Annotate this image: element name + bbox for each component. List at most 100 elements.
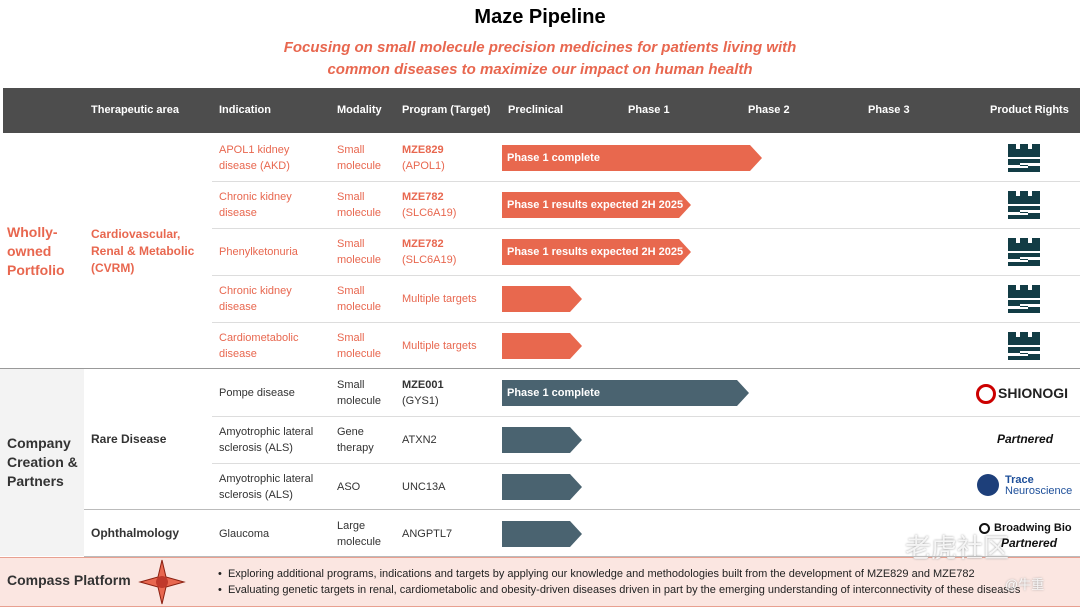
column-header: Phase 1 [628,104,670,116]
rights: Neuroscience [1005,485,1073,497]
program: ANGPTL7 [402,511,502,556]
compass-bullets: • Exploring additional programs, indicat… [218,566,1020,598]
target: (SLC6A19) [402,253,457,266]
group-divider [0,368,1080,369]
area-label: Rare Disease [91,432,167,446]
subtitle-line: common diseases to maximize our impact o… [327,61,753,78]
program-name: MZE829 [402,143,444,156]
stage-bar: Phase 1 results expected 2H 2025 [502,192,691,218]
stage-bar [502,521,582,547]
column-header: Modality [337,104,382,116]
subtitle-line: Focusing on small molecule precision med… [283,39,797,56]
logo [1008,285,1040,313]
watermark: 老虎社区 [905,533,1010,563]
target: (GYS1) [402,394,439,407]
program: Multiple targets [402,276,502,321]
rights: SHIONOGI [998,385,1069,401]
program-name: MZE001 [402,378,444,391]
divider [84,556,1080,557]
target: UNC13A [402,480,446,493]
bullet: • Evaluating genetic targets in renal, c… [218,584,1021,596]
modality: Small molecule [337,190,382,219]
bar-label: Phase 1 complete [507,152,600,164]
modality: Gene therapy [337,425,374,454]
modality: Small molecule [337,378,382,407]
program-name: MZE782 [402,190,444,203]
watermark: @牛重 [1005,577,1045,592]
row-line [212,228,1080,229]
indication: Phenylketonuria [219,245,298,258]
column-header: Preclinical [508,104,564,116]
compass-title: Compass Platform [7,572,131,588]
target: Multiple targets [402,339,477,352]
logo [1008,238,1040,266]
divider [84,509,1080,510]
indication: Chronic kidney disease [219,284,292,313]
area-label: Ophthalmology [91,526,179,540]
indication: Chronic kidney disease [219,190,292,219]
program: Multiple targets [402,323,502,368]
indication: Amyotrophic lateral sclerosis (ALS) [219,472,314,501]
target: (SLC6A19) [402,206,457,219]
modality: ASO [337,480,361,493]
target: (APOL1) [402,159,445,172]
program: ATXN2 [402,417,502,462]
indication: Pompe disease [219,386,295,399]
program: UNC13A [402,464,502,509]
column-header: Therapeutic area [91,104,180,116]
column-header: Product Rights [990,104,1069,116]
broadwing-icon [979,523,990,534]
compass-icon [138,559,186,605]
program: MZE001 (GYS1) [402,370,502,415]
maze-logo [1007,189,1041,221]
bullet-text: Exploring additional programs, indicatio… [227,568,975,580]
bullet: • Exploring additional programs, indicat… [218,568,975,580]
logo [1008,191,1040,219]
modality: Small molecule [337,284,382,313]
stage-bar: Phase 1 complete [502,380,749,406]
column-header: Indication [219,104,271,116]
indication: APOL1 kidney disease (AKD) [219,143,290,172]
column-header: Phase 3 [868,104,910,116]
indication: Amyotrophic lateral sclerosis (ALS) [219,425,314,454]
subtitle: Focusing on small molecule precision med… [0,37,1080,81]
stage-bar [502,333,582,359]
stage-bar [502,474,582,500]
maze-logo [1007,283,1041,315]
group-bg [0,369,84,556]
title: Maze Pipeline [474,6,606,28]
program: MZE782 (SLC6A19) [402,229,502,274]
modality: Small molecule [337,331,382,360]
row-line [212,322,1080,323]
program: MZE782 (SLC6A19) [402,182,502,227]
rights: Trace [1005,474,1034,486]
area-label: Cardiovascular, Renal & Metabolic (CVRM) [91,227,195,275]
bar-label: Phase 1 results expected 2H 2025 [507,199,684,211]
stage-bar: Phase 1 complete [502,145,762,171]
group-label: Company Creation & Partners [7,434,78,489]
row-line [212,275,1080,276]
modality: Small molecule [337,143,382,172]
maze-logo [1007,330,1041,362]
trace-icon [977,474,999,496]
maze-logo [1007,236,1041,268]
column-header: Program (Target) [402,104,491,116]
program: MZE829 (APOL1) [402,135,502,180]
modality: Large molecule [337,519,382,548]
logo [1008,144,1040,172]
program-name: MZE782 [402,237,444,250]
group-label: Wholly-owned Portfolio [7,223,65,278]
target: ATXN2 [402,433,437,446]
rights: Broadwing Bio [994,522,1072,534]
bullet-text: Evaluating genetic targets in renal, car… [227,584,1021,596]
shionogi-icon [976,384,996,404]
bar-label: Phase 1 results expected 2H 2025 [507,246,684,258]
row-line [212,416,1080,417]
target: Multiple targets [402,292,477,305]
row-line [212,463,1080,464]
column-header: Phase 2 [748,104,790,116]
modality: Small molecule [337,237,382,266]
maze-logo [1007,142,1041,174]
target: ANGPTL7 [402,527,453,540]
